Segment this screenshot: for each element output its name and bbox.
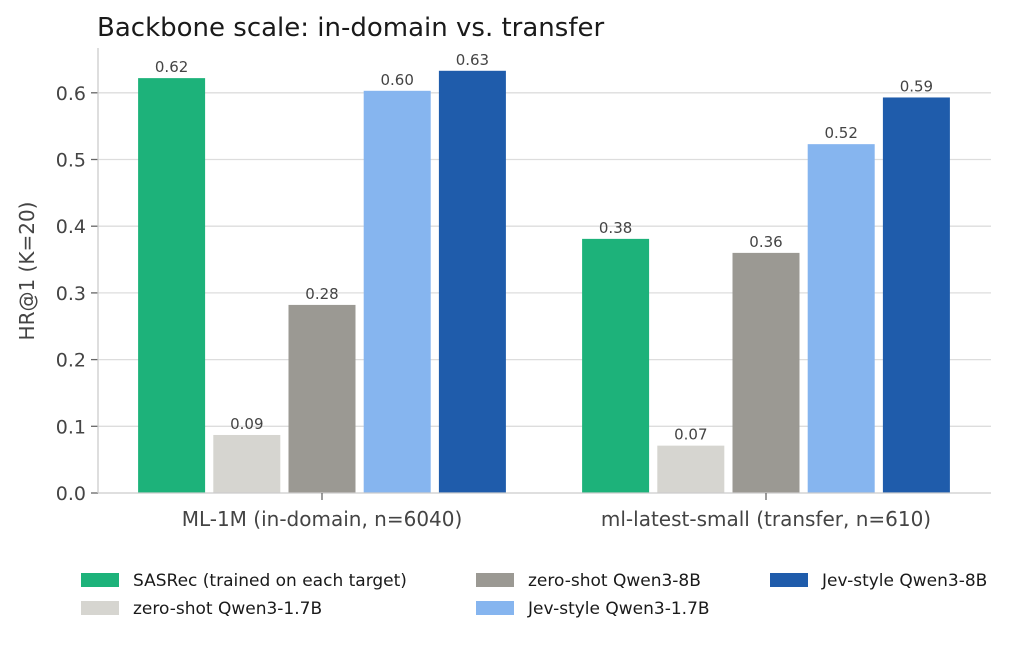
bar-value-label: 0.59 <box>900 77 933 95</box>
x-tick-label: ml-latest-small (transfer, n=610) <box>601 507 931 531</box>
y-tick-label: 0.2 <box>56 350 86 372</box>
bar <box>213 434 281 493</box>
bar-value-label: 0.63 <box>456 51 489 69</box>
legend-swatch <box>81 573 119 587</box>
legend-swatch <box>81 601 119 615</box>
legend-label: Jev-style Qwen3-8B <box>821 571 987 591</box>
legend-label: Jev-style Qwen3-1.7B <box>527 599 710 619</box>
chart-title: Backbone scale: in-domain vs. transfer <box>97 13 604 43</box>
bar-value-label: 0.28 <box>305 285 338 303</box>
legend-swatch <box>770 573 808 587</box>
bar <box>582 238 650 493</box>
legend-swatch <box>476 573 514 587</box>
y-tick-label: 0.0 <box>56 483 86 505</box>
y-tick-label: 0.6 <box>56 83 86 105</box>
bar-value-label: 0.09 <box>230 415 263 433</box>
x-tick-label: ML-1M (in-domain, n=6040) <box>182 507 463 531</box>
bar <box>657 445 725 493</box>
legend-swatch <box>476 601 514 615</box>
bar-value-label: 0.60 <box>380 71 413 89</box>
bar <box>732 252 800 493</box>
legend-label: zero-shot Qwen3-1.7B <box>133 599 322 619</box>
bar-value-label: 0.36 <box>749 233 782 251</box>
bar <box>138 78 206 493</box>
bar-value-label: 0.07 <box>674 426 707 444</box>
bar-value-label: 0.52 <box>824 124 857 142</box>
y-tick-label: 0.3 <box>56 283 86 305</box>
y-tick-label: 0.4 <box>56 216 86 238</box>
y-tick-label: 0.5 <box>56 150 86 172</box>
bar-value-label: 0.62 <box>155 58 188 76</box>
bars: 0.62 0.09 0.28 0.60 0.63 0.38 0.07 0.36 0.52 0.59 <box>138 51 950 494</box>
bar <box>438 70 506 493</box>
bar <box>288 304 356 493</box>
bar <box>363 90 431 493</box>
bar-value-label: 0.38 <box>599 219 632 237</box>
axes: 0.0 0.1 0.2 0.3 0.4 0.5 0.6 ML-1M (in-domain, n… <box>56 48 991 531</box>
legend-label: SASRec (trained on each target) <box>133 571 407 591</box>
legend: SASRec (trained on each target) zero-shot… <box>81 571 987 619</box>
y-axis-label: HR@1 (K=20) <box>15 202 39 341</box>
legend-label: zero-shot Qwen3-8B <box>528 571 701 591</box>
bar <box>807 144 875 493</box>
bar <box>882 97 950 494</box>
y-tick-label: 0.1 <box>56 416 86 438</box>
